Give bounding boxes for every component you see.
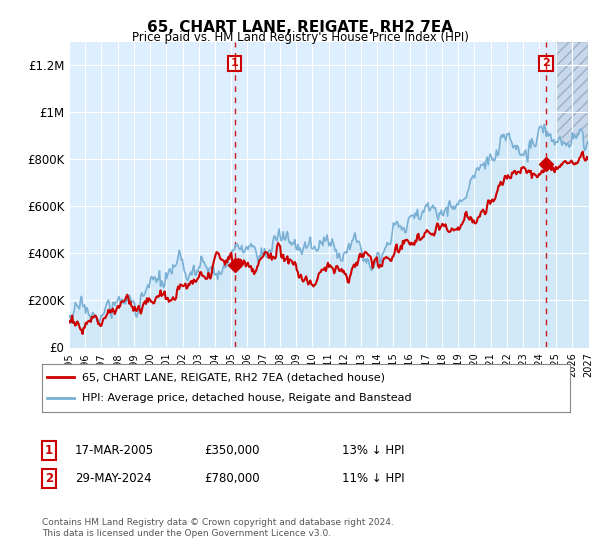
Text: 2: 2 — [45, 472, 53, 486]
Text: Contains HM Land Registry data © Crown copyright and database right 2024.
This d: Contains HM Land Registry data © Crown c… — [42, 518, 394, 538]
Text: 65, CHART LANE, REIGATE, RH2 7EA (detached house): 65, CHART LANE, REIGATE, RH2 7EA (detach… — [82, 372, 385, 382]
Text: 65, CHART LANE, REIGATE, RH2 7EA: 65, CHART LANE, REIGATE, RH2 7EA — [147, 20, 453, 35]
Bar — [556, 42, 588, 347]
Text: HPI: Average price, detached house, Reigate and Banstead: HPI: Average price, detached house, Reig… — [82, 393, 411, 403]
Text: Price paid vs. HM Land Registry's House Price Index (HPI): Price paid vs. HM Land Registry's House … — [131, 31, 469, 44]
Text: 2: 2 — [542, 58, 550, 68]
Text: 17-MAR-2005: 17-MAR-2005 — [75, 444, 154, 458]
Text: £780,000: £780,000 — [204, 472, 260, 486]
Text: £350,000: £350,000 — [204, 444, 260, 458]
Text: 29-MAY-2024: 29-MAY-2024 — [75, 472, 152, 486]
Text: 1: 1 — [231, 58, 238, 68]
Text: 13% ↓ HPI: 13% ↓ HPI — [342, 444, 404, 458]
Bar — [556, 42, 588, 347]
Text: 11% ↓ HPI: 11% ↓ HPI — [342, 472, 404, 486]
Text: 1: 1 — [45, 444, 53, 458]
